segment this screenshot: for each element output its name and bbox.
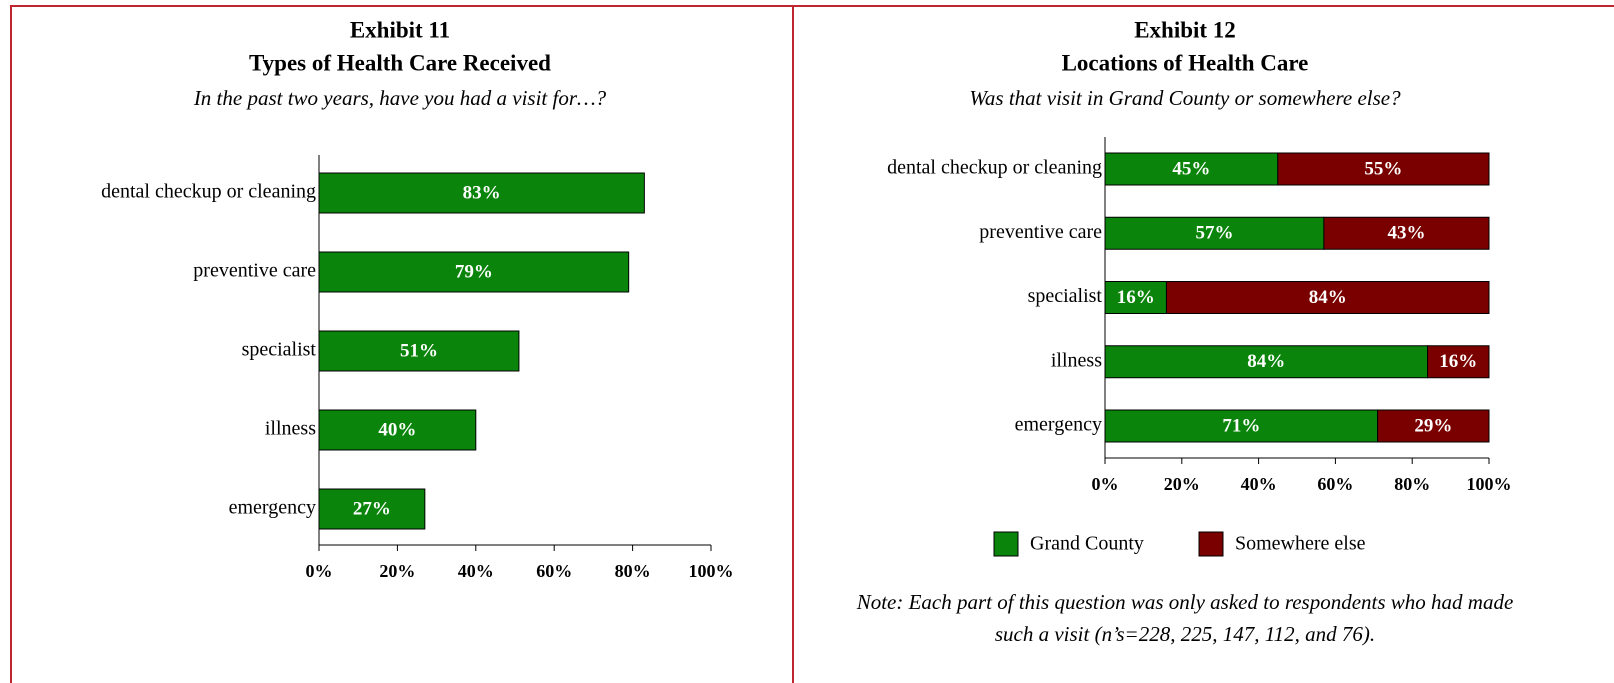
x-tick-label: 60%: [536, 561, 572, 581]
note: Note: Each part of this question was onl…: [856, 590, 1514, 614]
x-tick-label: 0%: [1092, 474, 1119, 494]
value-label: 57%: [1195, 223, 1233, 244]
x-tick-label: 100%: [1467, 474, 1512, 494]
value-label: 83%: [463, 182, 501, 203]
bar: [1104, 216, 1325, 250]
value-label: 71%: [1222, 415, 1260, 436]
value-label: 16%: [1117, 287, 1155, 308]
bar: [1165, 281, 1490, 314]
category-label: emergency: [229, 497, 316, 519]
category-label: dental checkup or cleaning: [887, 157, 1102, 179]
x-tick-label: 80%: [1394, 474, 1430, 494]
x-tick-label: 20%: [1164, 474, 1200, 494]
category-label: preventive care: [979, 221, 1102, 243]
x-tick-label: 20%: [379, 561, 415, 581]
x-tick-label: 60%: [1317, 474, 1353, 494]
bar: [1277, 152, 1490, 186]
category-label: preventive care: [193, 260, 316, 282]
bar: [1323, 216, 1490, 250]
x-tick-label: 40%: [1241, 474, 1277, 494]
note: such a visit (n’s=228, 225, 147, 112, an…: [995, 622, 1375, 646]
value-label: 84%: [1247, 351, 1285, 372]
bar: [1104, 152, 1279, 186]
bar: [1104, 281, 1167, 314]
legend-label: Grand County: [1030, 533, 1144, 555]
legend-label: Somewhere else: [1235, 533, 1366, 555]
chart-subtitle: In the past two years, have you had a vi…: [193, 86, 607, 110]
bar: [1377, 409, 1490, 443]
chart-title: Locations of Health Care: [1062, 50, 1309, 75]
category-label: illness: [265, 418, 316, 440]
category-label: dental checkup or cleaning: [101, 181, 316, 203]
chart-subtitle: Was that visit in Grand County or somewh…: [969, 86, 1401, 110]
chart-title: Exhibit 11: [350, 17, 450, 42]
x-tick-label: 80%: [615, 561, 651, 581]
category-label: specialist: [1028, 285, 1103, 307]
value-label: 84%: [1309, 287, 1347, 308]
value-label: 43%: [1387, 223, 1425, 244]
bar: [1427, 345, 1490, 379]
value-label: 27%: [353, 498, 391, 519]
bar: [318, 488, 426, 530]
value-label: 45%: [1172, 158, 1210, 179]
bar: [318, 409, 477, 451]
value-label: 16%: [1439, 351, 1477, 372]
chart-title: Exhibit 12: [1134, 17, 1236, 42]
legend-swatch: [993, 531, 1019, 557]
bar: [1104, 409, 1379, 443]
x-tick-label: 100%: [689, 561, 734, 581]
category-label: illness: [1051, 349, 1102, 371]
bar: [318, 330, 520, 372]
x-tick-label: 0%: [306, 561, 333, 581]
bar: [318, 172, 645, 214]
chart-title: Types of Health Care Received: [249, 50, 551, 75]
value-label: 79%: [455, 261, 493, 282]
value-label: 29%: [1414, 415, 1452, 436]
category-label: specialist: [242, 339, 317, 361]
value-label: 40%: [378, 419, 416, 440]
bar: [318, 251, 630, 293]
legend-swatch: [1198, 531, 1224, 557]
category-label: emergency: [1015, 414, 1102, 436]
value-label: 51%: [400, 340, 438, 361]
value-label: 55%: [1364, 158, 1402, 179]
x-tick-label: 40%: [458, 561, 494, 581]
